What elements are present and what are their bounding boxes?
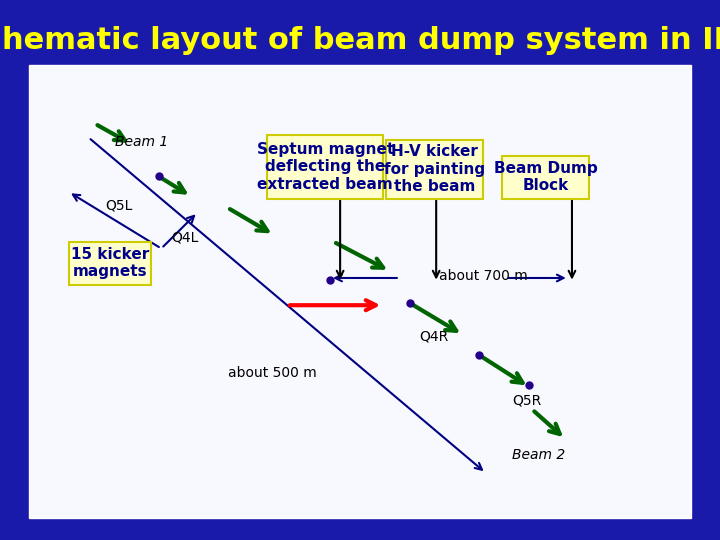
Text: Schematic layout of beam dump system in IR6: Schematic layout of beam dump system in … xyxy=(0,26,720,55)
Text: about 700 m: about 700 m xyxy=(439,269,528,283)
FancyBboxPatch shape xyxy=(68,242,151,285)
Text: Beam 2: Beam 2 xyxy=(513,448,566,462)
Text: Q5R: Q5R xyxy=(513,394,541,408)
FancyBboxPatch shape xyxy=(503,156,588,199)
Text: H-V kicker
for painting
the beam: H-V kicker for painting the beam xyxy=(384,144,485,194)
Text: Beam 1: Beam 1 xyxy=(115,135,168,149)
FancyBboxPatch shape xyxy=(267,135,383,199)
Text: Q4R: Q4R xyxy=(420,330,449,344)
Text: 15 kicker
magnets: 15 kicker magnets xyxy=(71,247,149,280)
Text: Q5L: Q5L xyxy=(105,198,132,212)
Text: Q4L: Q4L xyxy=(171,230,199,244)
Text: Beam Dump
Block: Beam Dump Block xyxy=(494,161,598,193)
Text: about 500 m: about 500 m xyxy=(228,366,316,380)
Text: Septum magnet
deflecting the
extracted beam: Septum magnet deflecting the extracted b… xyxy=(256,142,394,192)
FancyBboxPatch shape xyxy=(387,140,482,199)
